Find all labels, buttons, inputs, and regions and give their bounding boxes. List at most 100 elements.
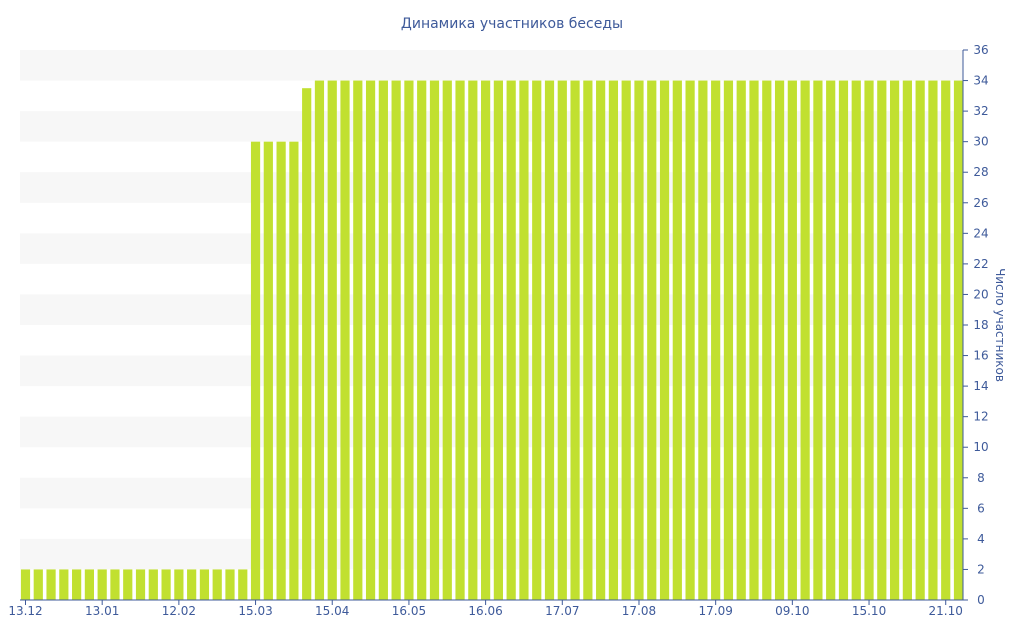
bar	[59, 569, 69, 600]
bar	[941, 80, 951, 600]
bar	[123, 569, 133, 600]
y-tick-label: 12	[973, 410, 988, 424]
bar	[953, 80, 964, 600]
bar	[838, 80, 849, 600]
bar	[340, 80, 350, 600]
bar	[749, 80, 759, 600]
bar	[238, 569, 248, 600]
x-tick-label: 13.01	[85, 604, 119, 618]
bar	[736, 80, 746, 600]
bar	[519, 80, 529, 600]
bar	[455, 80, 465, 600]
bar	[672, 80, 682, 600]
bar	[889, 80, 900, 600]
bar	[813, 80, 823, 600]
bar	[148, 569, 158, 600]
y-tick-label: 10	[973, 440, 988, 454]
y-tick-label: 0	[977, 593, 985, 607]
y-tick-label: 34	[973, 74, 988, 88]
bar	[404, 80, 414, 600]
bar	[902, 80, 912, 600]
x-tick-label: 09.10	[775, 604, 809, 618]
y-tick-label: 28	[973, 165, 988, 179]
y-tick-label: 36	[973, 43, 988, 57]
bar	[72, 569, 82, 600]
bar	[621, 80, 631, 600]
bar	[250, 141, 261, 601]
y-tick-label: 14	[973, 379, 988, 393]
bar	[378, 80, 388, 600]
bar	[493, 80, 503, 600]
bar	[353, 80, 363, 600]
bar	[826, 80, 836, 600]
y-tick-label: 8	[977, 471, 985, 485]
y-tick-label: 20	[973, 287, 988, 301]
bar	[20, 569, 31, 600]
bar	[685, 80, 695, 600]
bar	[429, 80, 440, 600]
bar	[774, 80, 785, 600]
bar	[212, 569, 222, 600]
x-tick-label: 17.07	[545, 604, 579, 618]
x-tick-label: 13.12	[8, 604, 42, 618]
bar	[608, 80, 619, 600]
y-tick-label: 32	[973, 104, 988, 118]
y-tick-label: 2	[977, 562, 985, 576]
bar	[225, 569, 235, 600]
x-axis-ticks: 13.12 13.01 12.02 15.03 15.04 16.05 16.06 17.07…	[8, 600, 963, 618]
bar	[800, 80, 810, 600]
y-tick-label: 18	[973, 318, 988, 332]
bar	[928, 80, 938, 600]
y-tick-label: 30	[973, 135, 988, 149]
x-tick-label: 21.10	[929, 604, 963, 618]
y-axis-label: Число участников	[993, 268, 1007, 382]
bar	[532, 80, 542, 600]
bar	[877, 80, 887, 600]
x-tick-label: 15.03	[238, 604, 272, 618]
x-tick-label: 12.02	[162, 604, 196, 618]
bar	[570, 80, 580, 600]
bar	[787, 80, 797, 600]
bar	[289, 141, 299, 601]
bar	[468, 80, 478, 600]
x-tick-label: 16.05	[392, 604, 426, 618]
bar	[583, 80, 593, 600]
bar	[302, 88, 312, 600]
bar	[33, 569, 43, 600]
bars	[20, 80, 964, 601]
x-tick-label: 15.10	[852, 604, 886, 618]
bar	[634, 80, 644, 600]
bar	[276, 141, 286, 601]
bar	[391, 80, 401, 600]
bar	[864, 80, 874, 600]
bar	[596, 80, 606, 600]
x-tick-label: 15.04	[315, 604, 349, 618]
bar	[263, 141, 273, 601]
bar	[199, 569, 210, 600]
bar	[647, 80, 657, 600]
x-tick-label: 17.09	[698, 604, 732, 618]
y-tick-label: 6	[977, 501, 985, 515]
bar	[97, 569, 107, 600]
bar	[762, 80, 772, 600]
bar	[84, 569, 94, 600]
bar	[481, 80, 491, 600]
bar	[161, 569, 171, 600]
y-tick-label: 26	[973, 196, 988, 210]
bar	[915, 80, 925, 600]
bar	[723, 80, 734, 600]
bar	[46, 569, 56, 600]
bar	[135, 569, 146, 600]
bar	[442, 80, 452, 600]
x-tick-label: 16.06	[468, 604, 502, 618]
bar	[711, 80, 721, 600]
y-tick-label: 16	[973, 349, 988, 363]
bar	[187, 569, 197, 600]
bar	[327, 80, 337, 600]
bar	[557, 80, 567, 600]
y-tick-label: 22	[973, 257, 988, 271]
bar	[659, 80, 670, 600]
bar	[174, 569, 184, 600]
